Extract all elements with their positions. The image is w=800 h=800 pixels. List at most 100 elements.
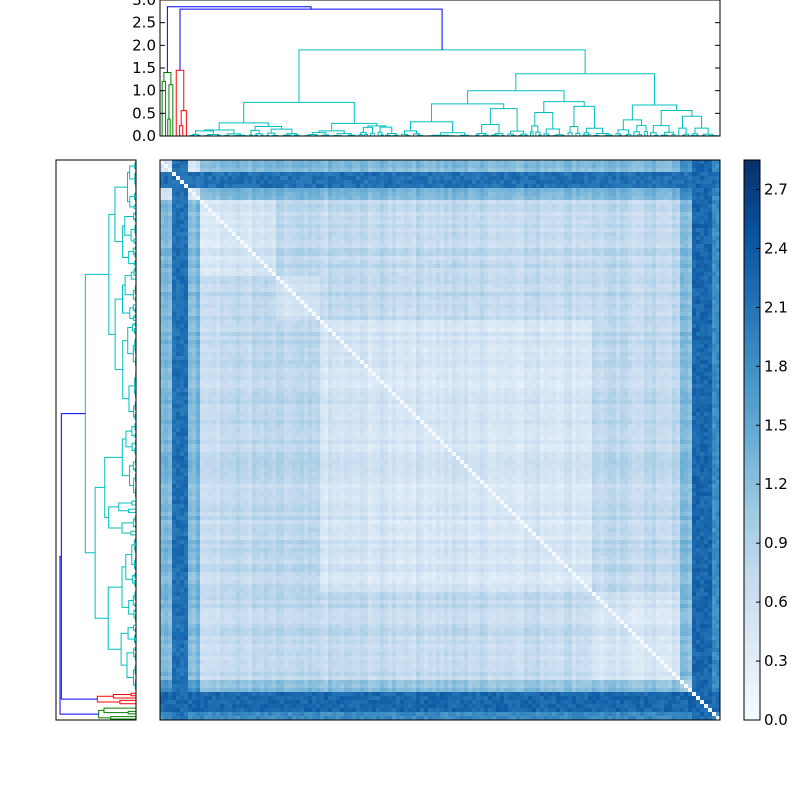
colorbar-segment (744, 336, 760, 341)
dendrogram-link (128, 250, 135, 265)
colorbar-segment (744, 332, 760, 337)
dendrogram-link (110, 716, 136, 720)
colorbar-tick-label: 1.5 (764, 416, 788, 434)
dendrogram-link (125, 430, 133, 448)
dendrogram-link (481, 123, 500, 134)
colorbar-segment (744, 520, 760, 525)
colorbar-segment (744, 620, 760, 625)
dendrogram-link (625, 133, 632, 136)
colorbar-segment (744, 716, 760, 721)
colorbar-segment (744, 348, 760, 353)
dendrogram-link (298, 49, 586, 103)
colorbar-segment (744, 256, 760, 261)
dendrogram-link (133, 477, 136, 494)
colorbar-segment (744, 444, 760, 449)
dendrogram-link (494, 133, 504, 136)
colorbar-segment (744, 628, 760, 633)
colorbar-segment (744, 296, 760, 301)
dendrogram-link (270, 128, 293, 134)
colorbar-segment (744, 232, 760, 237)
dendrogram-link (203, 129, 235, 134)
dendrogram-link (530, 131, 534, 136)
dendrogram-link (131, 500, 136, 506)
dendrogram-link (543, 101, 585, 113)
colorbar-tick-label: 1.8 (764, 357, 788, 375)
colorbar-segment (744, 160, 760, 165)
colorbar-segment (744, 436, 760, 441)
colorbar-segment (744, 420, 760, 425)
dendrogram-link (112, 694, 136, 699)
dendrogram-link (515, 73, 655, 105)
colorbar-segment (744, 384, 760, 389)
dendrogram-link (118, 502, 132, 512)
colorbar-tick-label: 2.7 (764, 180, 788, 198)
dendrogram-link (702, 133, 714, 136)
dendrogram-link (377, 131, 383, 136)
dendrogram-link (130, 692, 136, 697)
dendrogram-link (129, 165, 135, 180)
dendrogram-link (161, 80, 167, 136)
colorbar-segment (744, 396, 760, 401)
dendrogram-link (124, 275, 134, 296)
dendrogram-link (179, 8, 443, 71)
top-ytick-label: 1.0 (132, 82, 156, 100)
colorbar-segment (744, 596, 760, 601)
colorbar-segment (744, 356, 760, 361)
dendrogram-link (622, 119, 642, 130)
colorbar-segment (744, 276, 760, 281)
top-dendrogram-y-axis: 0.0 0.5 1.0 1.5 2.0 2.5 3.0 (132, 0, 720, 145)
colorbar-segment (744, 212, 760, 217)
colorbar-tick-label: 0.6 (764, 593, 788, 611)
colorbar-segment (744, 500, 760, 505)
colorbar-segment (744, 372, 760, 377)
dendrogram-link (134, 423, 136, 430)
colorbar-segment (744, 644, 760, 649)
dendrogram-link (94, 486, 109, 619)
dendrogram-link (555, 134, 564, 136)
colorbar-segment (744, 408, 760, 413)
colorbar-segment (744, 244, 760, 249)
dendrogram-link (543, 133, 549, 136)
dendrogram-link (127, 171, 130, 203)
top-ytick-label: 0.0 (132, 127, 156, 145)
colorbar-segment (744, 696, 760, 701)
dendrogram-link (126, 652, 134, 679)
dendrogram-link (531, 125, 539, 133)
top-ytick-label: 3.0 (132, 0, 156, 9)
dendrogram-link (294, 134, 300, 136)
colorbar-segment (744, 292, 760, 297)
colorbar-segment (744, 272, 760, 277)
colorbar-segment (744, 640, 760, 645)
colorbar-tick-label: 2.1 (764, 298, 788, 316)
dendrogram-link (107, 586, 123, 650)
colorbar-segment (744, 180, 760, 185)
colorbar-segment (744, 580, 760, 585)
colorbar-segment (744, 488, 760, 493)
dendrogram-link (683, 133, 689, 136)
colorbar-segment (744, 492, 760, 497)
dendrogram-link (166, 6, 312, 73)
dendrogram-link (491, 134, 499, 136)
top-ytick-label: 2.5 (132, 14, 156, 32)
dendrogram-link (194, 130, 214, 135)
dendrogram-link (127, 327, 134, 355)
colorbar-segment (744, 612, 760, 617)
colorbar-segment (744, 472, 760, 477)
colorbar-segment (744, 188, 760, 193)
colorbar-segment (744, 224, 760, 229)
dendrogram-link (364, 133, 369, 136)
dendrogram-link (175, 69, 185, 136)
dendrogram-link (567, 132, 573, 136)
colorbar-segment (744, 668, 760, 673)
colorbar-segment (744, 316, 760, 321)
colorbar-segment (744, 600, 760, 605)
dendrogram-link (167, 118, 171, 136)
colorbar-segment (744, 344, 760, 349)
dendrogram-link (678, 127, 687, 136)
colorbar-segment (744, 568, 760, 573)
dendrogram-link (367, 125, 387, 128)
colorbar-segment (744, 428, 760, 433)
dendrogram-link (60, 413, 98, 700)
colorbar-segment (744, 288, 760, 293)
